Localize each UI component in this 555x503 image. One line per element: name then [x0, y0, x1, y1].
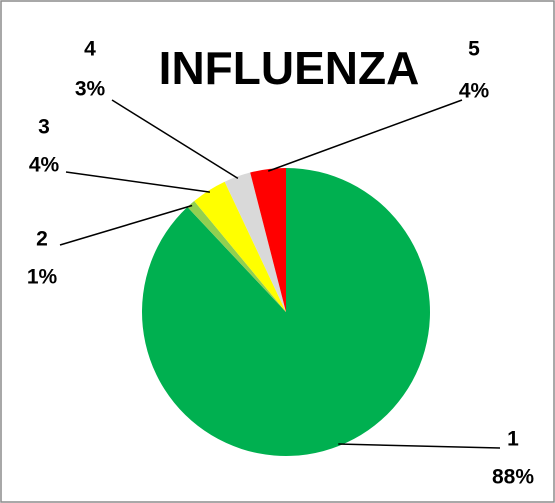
leader-line — [65, 171, 211, 193]
leader-line — [111, 99, 239, 180]
value-label: 4% — [459, 80, 490, 103]
pie-slice — [194, 181, 286, 312]
category-label: 1 — [507, 428, 519, 451]
leader-line — [338, 443, 501, 449]
value-label: 1% — [27, 266, 58, 289]
value-label: 3% — [75, 78, 106, 101]
leader-line — [59, 204, 193, 246]
value-label: 88% — [492, 466, 534, 489]
chart-title: INFLUENZA — [159, 42, 420, 94]
pie-slice — [224, 172, 286, 312]
category-label: 5 — [468, 38, 480, 61]
pie-slice — [250, 168, 286, 312]
category-label: 2 — [36, 228, 48, 251]
pie-slice — [187, 201, 286, 312]
value-label: 4% — [29, 154, 60, 177]
category-label: 3 — [38, 116, 50, 139]
leader-line — [267, 99, 463, 172]
category-label: 4 — [84, 38, 96, 61]
